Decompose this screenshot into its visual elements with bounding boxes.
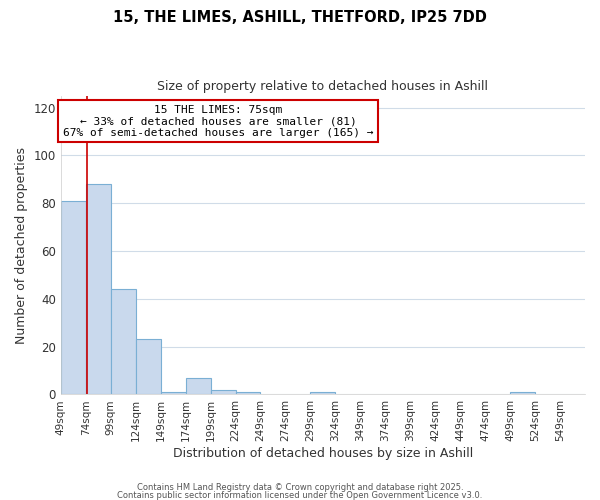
- Bar: [310, 392, 335, 394]
- Bar: [136, 340, 161, 394]
- Text: 15 THE LIMES: 75sqm
← 33% of detached houses are smaller (81)
67% of semi-detach: 15 THE LIMES: 75sqm ← 33% of detached ho…: [63, 104, 373, 138]
- Bar: [86, 184, 111, 394]
- Bar: [111, 289, 136, 395]
- Text: Contains public sector information licensed under the Open Government Licence v3: Contains public sector information licen…: [118, 490, 482, 500]
- Bar: [211, 390, 236, 394]
- Bar: [61, 201, 86, 394]
- Title: Size of property relative to detached houses in Ashill: Size of property relative to detached ho…: [157, 80, 488, 93]
- Bar: [185, 378, 211, 394]
- Bar: [510, 392, 535, 394]
- Bar: [161, 392, 185, 394]
- Text: Contains HM Land Registry data © Crown copyright and database right 2025.: Contains HM Land Registry data © Crown c…: [137, 484, 463, 492]
- Bar: [236, 392, 260, 394]
- Text: 15, THE LIMES, ASHILL, THETFORD, IP25 7DD: 15, THE LIMES, ASHILL, THETFORD, IP25 7D…: [113, 10, 487, 25]
- Y-axis label: Number of detached properties: Number of detached properties: [15, 146, 28, 344]
- X-axis label: Distribution of detached houses by size in Ashill: Distribution of detached houses by size …: [173, 447, 473, 460]
